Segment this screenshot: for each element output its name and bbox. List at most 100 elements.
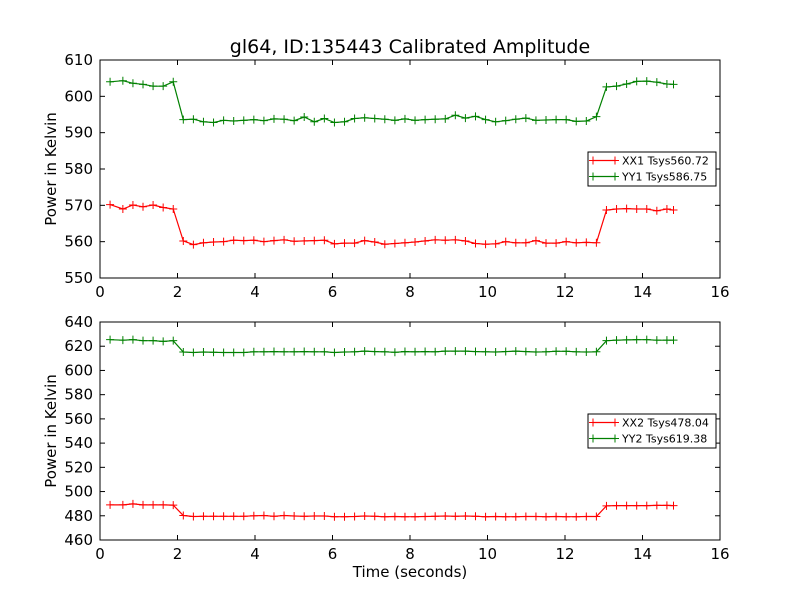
data-point [632,335,641,344]
y-tick-label: 600 [64,87,93,105]
data-point [149,500,158,509]
data-point [511,512,520,521]
data-point [400,347,409,356]
x-tick-label: 6 [328,545,338,563]
data-point [259,237,268,246]
data-point [128,200,137,209]
data-point [622,501,631,510]
data-point [491,239,500,248]
data-point [229,236,238,245]
y-axis-label: Power in Kelvin [42,374,60,488]
data-point [106,335,115,344]
data-point [179,115,188,124]
data-point [642,77,651,86]
x-tick-label: 12 [555,545,574,563]
legend-marker [589,418,597,427]
y-tick-label: 600 [64,361,93,379]
series-line-1 [109,204,674,246]
x-tick-label: 14 [633,545,652,563]
data-point [139,202,148,211]
data-point [370,512,379,521]
data-point [542,115,551,124]
y-tick-label: 590 [64,124,93,142]
data-point [249,511,258,520]
data-point [441,347,450,356]
data-point [602,501,611,510]
data-point [310,117,319,126]
data-point [310,236,319,245]
data-point [612,82,621,91]
data-point [400,114,409,123]
data-point [380,115,389,124]
series-line-2 [110,80,674,124]
legend-entry: XX1 Tsys560.72 [622,155,709,168]
data-point [501,116,510,125]
data-point [118,76,127,85]
data-point [179,236,188,245]
legend-entry: YY2 Tsys619.38 [621,433,707,446]
data-point [300,236,309,245]
data-point [199,238,208,247]
data-point [431,235,440,244]
data-point [239,348,248,357]
data-point [330,239,339,248]
data-point [169,501,178,510]
data-point [411,347,420,356]
data-point [421,347,430,356]
data-point [531,116,540,125]
data-point [642,204,651,213]
legend-entry: YY1 Tsys586.75 [621,171,707,184]
data-point [521,114,530,123]
data-point [249,115,258,124]
data-point [632,204,641,213]
data-point [572,117,581,126]
data-point [521,238,530,247]
data-point [481,347,490,356]
data-point [239,116,248,125]
data-point [259,347,268,356]
x-tick-label: 0 [95,283,105,301]
y-tick-label: 460 [64,531,93,549]
data-point [149,200,158,209]
legend-marker [611,172,619,181]
data-point [169,204,178,213]
data-point [461,114,470,123]
x-tick-label: 8 [405,545,415,563]
legend-marker [589,434,597,443]
data-point [159,82,168,91]
data-point [189,512,198,521]
data-point [542,239,551,248]
data-point [229,348,238,357]
data-point [179,511,188,520]
data-point [390,116,399,125]
data-point [159,337,168,346]
data-point [300,512,309,521]
y-tick-label: 570 [64,196,93,214]
data-point [431,115,440,124]
x-tick-label: 0 [95,545,105,563]
data-point [669,501,678,510]
data-point [280,235,289,244]
data-point [652,336,661,345]
data-point [632,501,641,510]
data-point [380,240,389,249]
data-point [259,511,268,520]
y-tick-label: 560 [64,410,93,428]
data-point [269,236,278,245]
data-point [582,117,591,126]
legend-marker [611,434,619,443]
data-point [320,114,329,123]
x-tick-label: 16 [710,545,729,563]
data-point [199,348,208,357]
y-tick-label: 520 [64,458,93,476]
legend-box [587,413,717,449]
data-point [128,335,137,344]
data-point [592,112,601,121]
data-point [159,203,168,212]
data-point [552,512,561,521]
data-point [642,501,651,510]
data-point [340,117,349,126]
legend-marker [589,172,597,181]
data-point [592,238,601,247]
data-point [400,512,409,521]
